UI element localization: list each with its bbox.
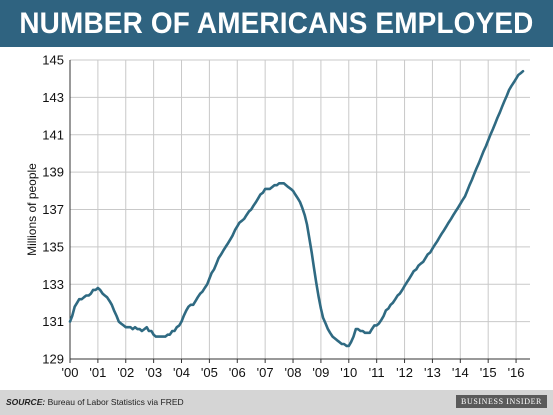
x-tick-label: '04 (173, 365, 190, 380)
x-tick-label: '13 (424, 365, 441, 380)
y-tick-label: 145 (42, 53, 64, 68)
source-note: SOURCE: Bureau of Labor Statistics via F… (6, 397, 184, 407)
x-tick-label: '09 (312, 365, 329, 380)
y-tick-label: 131 (42, 314, 64, 329)
x-tick-label: '12 (396, 365, 413, 380)
y-tick-label: 141 (42, 127, 64, 142)
chart-area: 129 131 133 135 137 139 141 143 145 '00 '01 '02 '03… (0, 47, 553, 390)
x-tick-label: '14 (452, 365, 469, 380)
y-tick-label: 133 (42, 277, 64, 292)
y-tick-labels: 129 131 133 135 137 139 141 143 145 (42, 53, 64, 367)
series-line (68, 69, 525, 348)
y-tick-label: 143 (42, 90, 64, 105)
footer-bar: SOURCE: Bureau of Labor Statistics via F… (0, 390, 553, 415)
x-tick-label: '11 (369, 365, 385, 380)
axis-lines (69, 60, 530, 363)
x-tick-label: '10 (340, 365, 357, 380)
x-tick-label: '00 (62, 365, 79, 380)
source-text: Bureau of Labor Statistics via FRED (47, 397, 184, 407)
y-tick-label: 129 (42, 352, 64, 367)
y-tick-label: 135 (42, 239, 64, 254)
chart-title: NUMBER OF AMERICANS EMPLOYED (19, 6, 534, 40)
x-tick-label: '03 (145, 365, 162, 380)
y-tick-label: 137 (42, 202, 64, 217)
y-axis-label: Millions of people (25, 163, 39, 256)
title-bar: NUMBER OF AMERICANS EMPLOYED (0, 0, 553, 47)
x-tick-label: '06 (229, 365, 246, 380)
x-tick-label: '16 (508, 365, 525, 380)
grid-lines (69, 59, 530, 359)
x-tick-label: '05 (201, 365, 218, 380)
x-tick-label: '15 (480, 365, 497, 380)
x-tick-label: '02 (117, 365, 134, 380)
y-tick-label: 139 (42, 165, 64, 180)
line-chart: 129 131 133 135 137 139 141 143 145 '00 '01 '02 '03… (25, 53, 530, 380)
x-tick-label: '07 (257, 365, 274, 380)
x-tick-labels: '00 '01 '02 '03 '04 '05 '06 '07 '08 '09 '10 '11 '12 '… (62, 365, 525, 380)
source-label: SOURCE: (6, 397, 46, 407)
x-tick-label: '08 (285, 365, 302, 380)
x-tick-label: '01 (89, 365, 106, 380)
series-layer (68, 69, 525, 348)
brand-logo: BUSINESS INSIDER (456, 395, 547, 408)
